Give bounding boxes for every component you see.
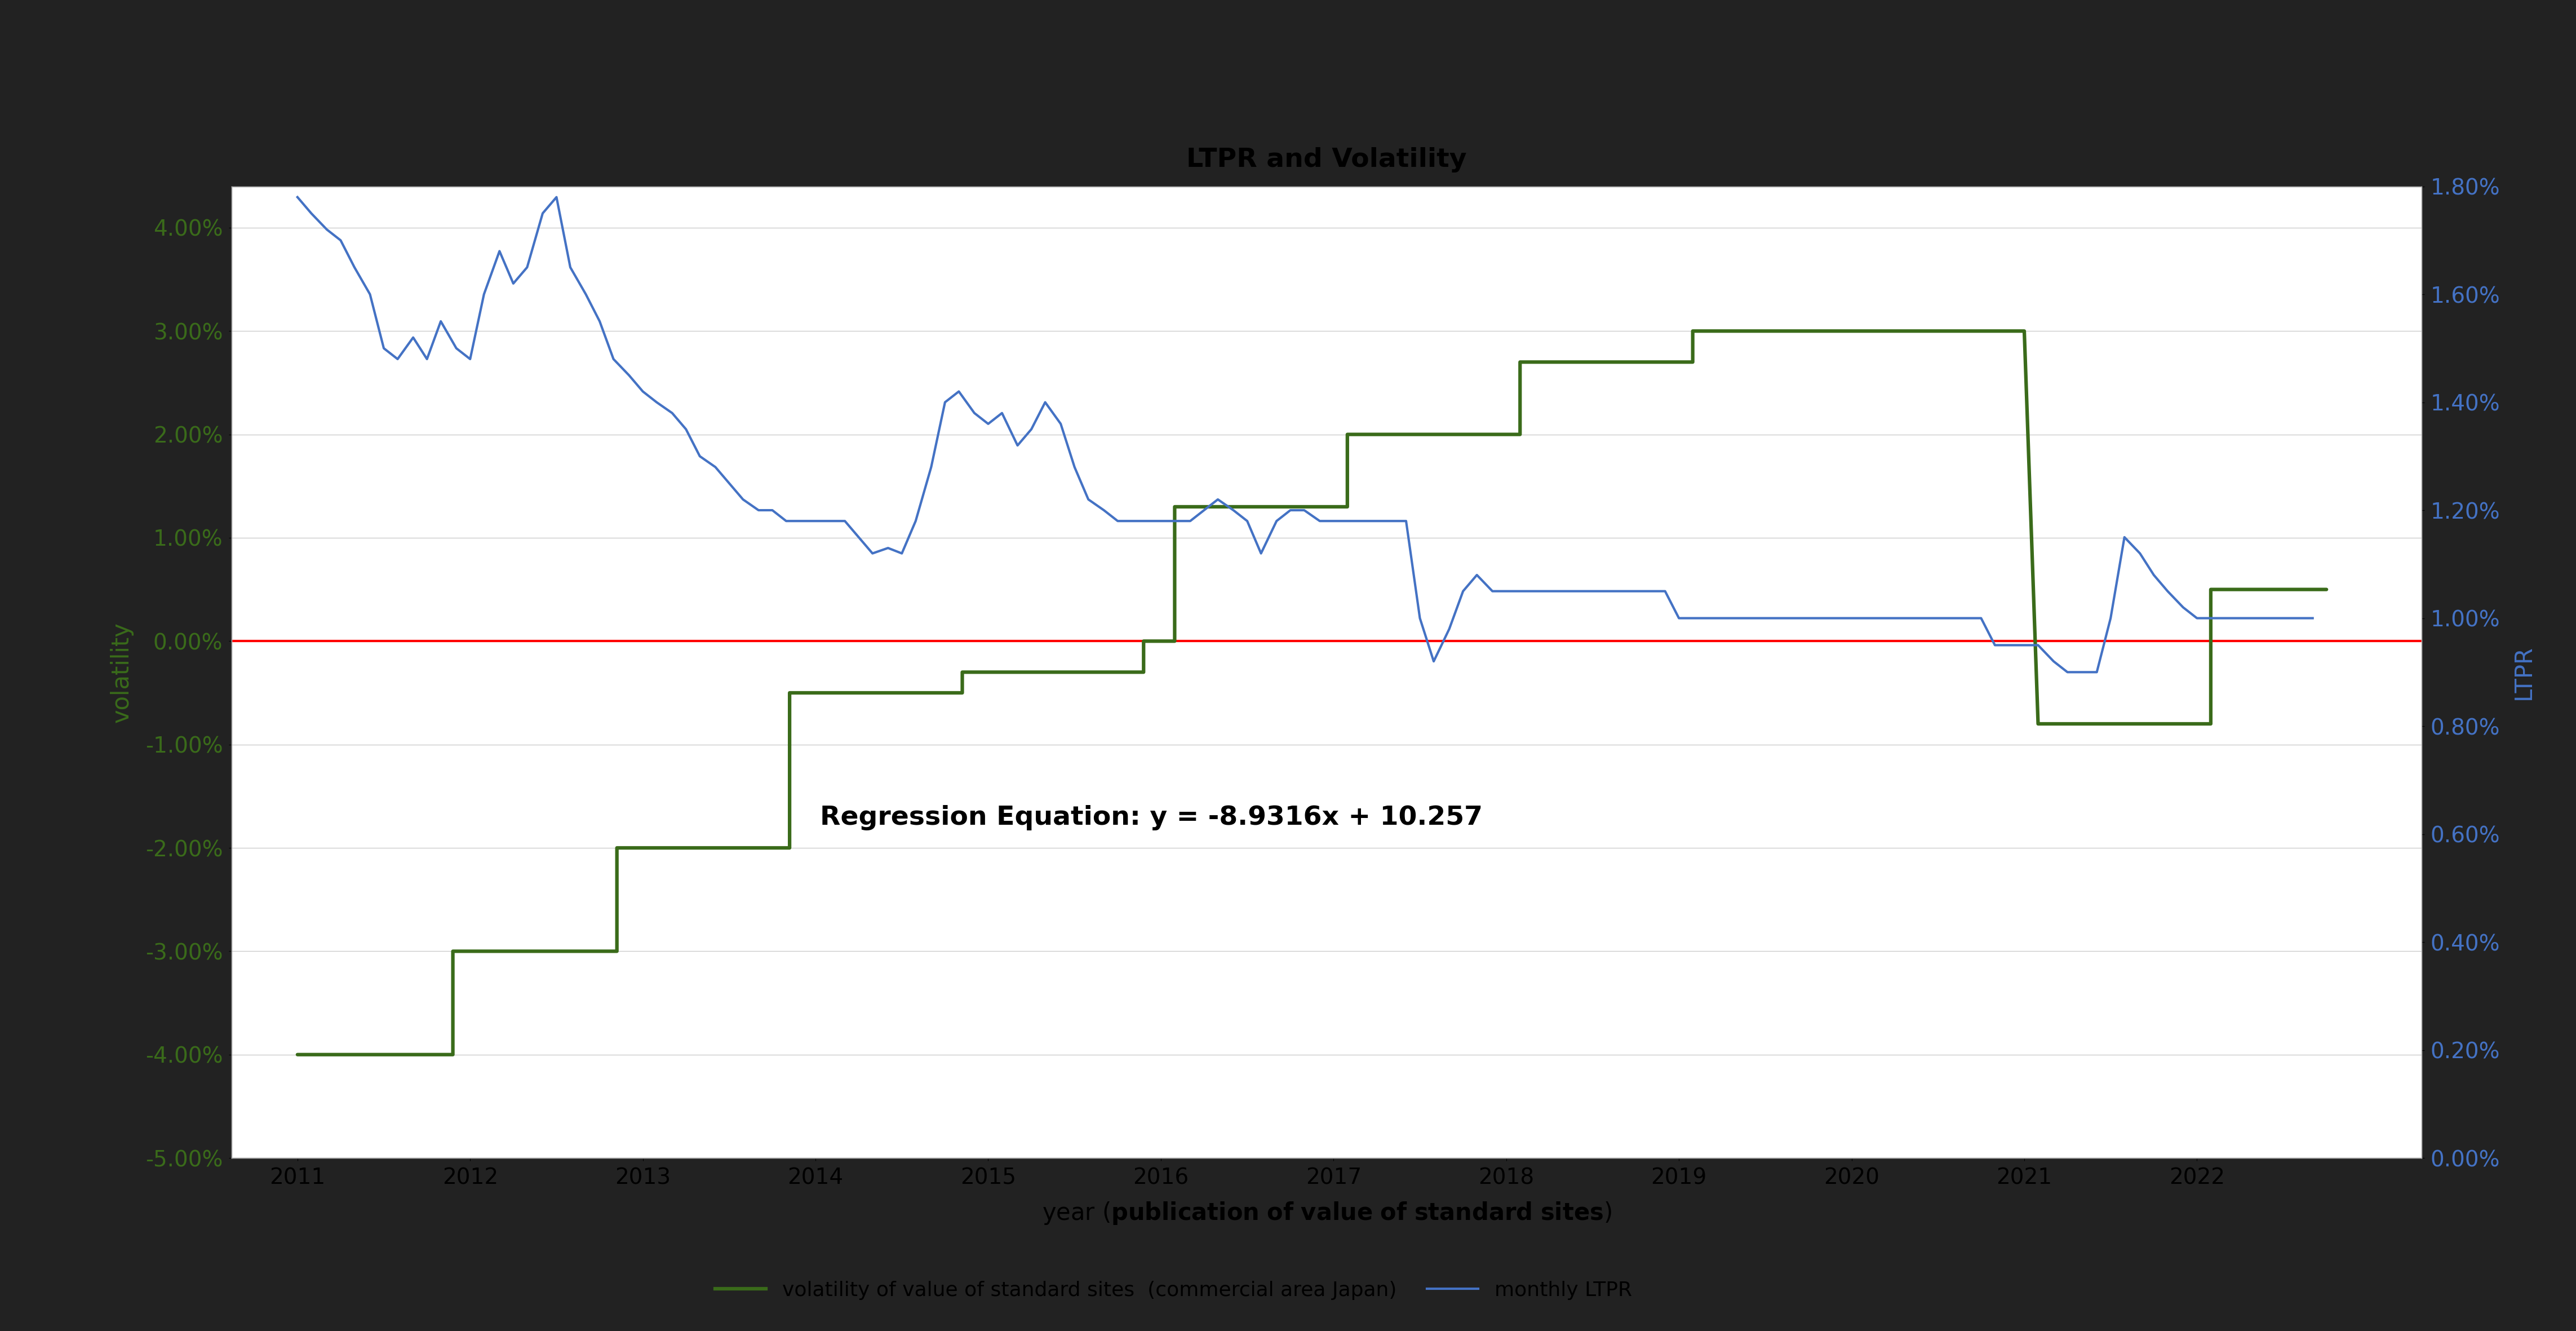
volatility of value of standard sites  (commercial area Japan) bbox=[456, 944, 487, 960]
volatility of value of standard sites  (commercial area Japan) bbox=[1319, 499, 1350, 515]
volatility of value of standard sites  (commercial area Japan) bbox=[438, 1046, 469, 1062]
volatility of value of standard sites  (commercial area Japan) bbox=[600, 840, 631, 856]
volatility of value of standard sites  (commercial area Japan) bbox=[1504, 354, 1535, 370]
volatility of value of standard sites  (commercial area Japan) bbox=[775, 840, 806, 856]
Line: volatility of value of standard sites  (commercial area Japan): volatility of value of standard sites (c… bbox=[296, 331, 2326, 1054]
volatility of value of standard sites  (commercial area Japan) bbox=[2009, 323, 2040, 339]
volatility of value of standard sites  (commercial area Japan) bbox=[2151, 716, 2182, 732]
monthly LTPR bbox=[2053, 664, 2084, 680]
monthly LTPR bbox=[943, 383, 974, 399]
volatility of value of standard sites  (commercial area Japan) bbox=[2311, 582, 2342, 598]
monthly LTPR bbox=[2038, 654, 2069, 669]
volatility of value of standard sites  (commercial area Japan) bbox=[801, 685, 832, 701]
volatility of value of standard sites  (commercial area Japan) bbox=[974, 664, 1005, 680]
volatility of value of standard sites  (commercial area Japan) bbox=[948, 685, 979, 701]
volatility of value of standard sites  (commercial area Japan) bbox=[1677, 354, 1708, 370]
Legend: volatility of value of standard sites  (commercial area Japan), monthly LTPR: volatility of value of standard sites (c… bbox=[706, 1272, 1641, 1308]
volatility of value of standard sites  (commercial area Japan) bbox=[1677, 323, 1708, 339]
volatility of value of standard sites  (commercial area Japan) bbox=[948, 664, 979, 680]
volatility of value of standard sites  (commercial area Japan) bbox=[1664, 354, 1695, 370]
volatility of value of standard sites  (commercial area Japan) bbox=[1159, 499, 1190, 515]
Y-axis label: LTPR: LTPR bbox=[2512, 644, 2535, 700]
Text: Regression Equation: y = -8.9316x + 10.257: Regression Equation: y = -8.9316x + 10.2… bbox=[819, 805, 1484, 831]
monthly LTPR bbox=[296, 205, 327, 221]
Y-axis label: volatility: volatility bbox=[111, 622, 134, 723]
monthly LTPR bbox=[397, 330, 428, 346]
monthly LTPR bbox=[2298, 610, 2329, 626]
volatility of value of standard sites  (commercial area Japan) bbox=[1850, 323, 1880, 339]
monthly LTPR bbox=[2210, 610, 2241, 626]
volatility of value of standard sites  (commercial area Japan) bbox=[281, 1046, 312, 1062]
volatility of value of standard sites  (commercial area Japan) bbox=[629, 840, 659, 856]
Line: monthly LTPR: monthly LTPR bbox=[296, 197, 2313, 672]
monthly LTPR bbox=[1994, 638, 2025, 654]
volatility of value of standard sites  (commercial area Japan) bbox=[1504, 426, 1535, 442]
monthly LTPR bbox=[281, 189, 312, 205]
volatility of value of standard sites  (commercial area Japan) bbox=[775, 685, 806, 701]
volatility of value of standard sites  (commercial area Japan) bbox=[1837, 323, 1868, 339]
volatility of value of standard sites  (commercial area Japan) bbox=[2022, 716, 2053, 732]
volatility of value of standard sites  (commercial area Japan) bbox=[1332, 426, 1363, 442]
X-axis label: year (​$\bf{publication\ of\ value\ of\ standard\ sites}$​): year (​$\bf{publication\ of\ value\ of\ … bbox=[1041, 1201, 1613, 1226]
Title: LTPR and Volatility: LTPR and Volatility bbox=[1188, 146, 1466, 173]
volatility of value of standard sites  (commercial area Japan) bbox=[1146, 634, 1177, 650]
volatility of value of standard sites  (commercial area Japan) bbox=[2151, 716, 2182, 732]
volatility of value of standard sites  (commercial area Japan) bbox=[1159, 634, 1190, 650]
volatility of value of standard sites  (commercial area Japan) bbox=[1128, 664, 1159, 680]
volatility of value of standard sites  (commercial area Japan) bbox=[1128, 634, 1159, 650]
volatility of value of standard sites  (commercial area Japan) bbox=[2195, 716, 2226, 732]
volatility of value of standard sites  (commercial area Japan) bbox=[2009, 323, 2040, 339]
volatility of value of standard sites  (commercial area Japan) bbox=[1492, 426, 1522, 442]
volatility of value of standard sites  (commercial area Japan) bbox=[600, 944, 631, 960]
volatility of value of standard sites  (commercial area Japan) bbox=[438, 944, 469, 960]
volatility of value of standard sites  (commercial area Japan) bbox=[1332, 499, 1363, 515]
volatility of value of standard sites  (commercial area Japan) bbox=[2195, 582, 2226, 598]
